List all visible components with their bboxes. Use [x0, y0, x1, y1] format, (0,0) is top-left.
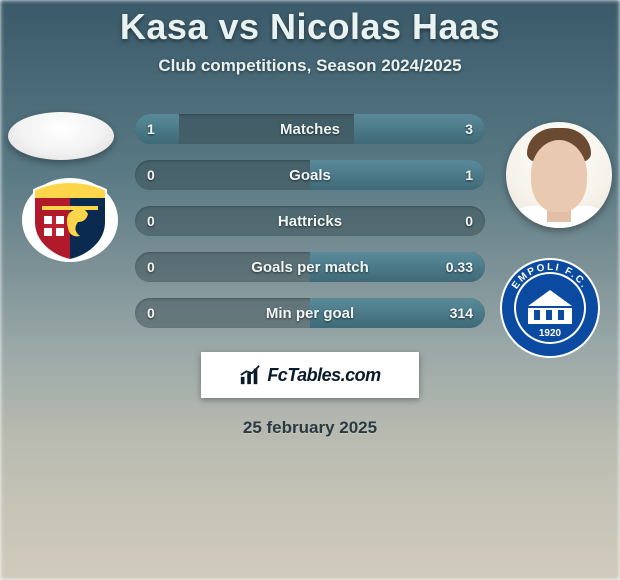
stat-label: Matches — [280, 121, 340, 138]
stat-label: Goals per match — [251, 259, 369, 276]
stat-value-left: 0 — [147, 259, 155, 275]
shield-icon — [20, 176, 120, 264]
subtitle: Club competitions, Season 2024/2025 — [158, 56, 461, 76]
stat-row: 1 Matches 3 — [135, 114, 485, 144]
stat-value-left: 1 — [147, 121, 155, 137]
stat-value-left: 0 — [147, 167, 155, 183]
player-face — [531, 140, 587, 212]
stat-label: Min per goal — [266, 305, 354, 322]
stat-label: Goals — [289, 167, 331, 184]
stat-row: 0 Goals per match 0.33 — [135, 252, 485, 282]
stat-row: 0 Hattricks 0 — [135, 206, 485, 236]
stat-value-left: 0 — [147, 305, 155, 321]
stat-value-left: 0 — [147, 213, 155, 229]
club-left-crest — [20, 176, 120, 264]
stat-value-right: 1 — [465, 167, 473, 183]
stat-value-right: 314 — [450, 305, 473, 321]
page-title: Kasa vs Nicolas Haas — [120, 6, 500, 48]
source-logo-text: FcTables.com — [267, 365, 380, 386]
stat-row: 0 Min per goal 314 — [135, 298, 485, 328]
stat-value-right: 0 — [465, 213, 473, 229]
player-right-photo — [506, 122, 612, 228]
stat-fill-right — [310, 160, 485, 190]
stat-value-right: 3 — [465, 121, 473, 137]
stat-value-right: 0.33 — [446, 259, 473, 275]
crest-year: 1920 — [539, 328, 562, 339]
stat-fill-left — [135, 114, 179, 144]
bar-chart-icon — [239, 364, 261, 386]
stats-container: 1 Matches 3 0 Goals 1 0 Hattricks 0 0 Goals per ma… — [135, 114, 485, 328]
round-crest-icon: EMPOLI F.C. 1920 — [498, 256, 602, 360]
club-right-crest: EMPOLI F.C. 1920 — [498, 256, 602, 360]
player-left-photo — [8, 112, 114, 160]
comparison-card: Kasa vs Nicolas Haas Club competitions, … — [0, 0, 620, 580]
stat-label: Hattricks — [278, 213, 342, 230]
source-logo[interactable]: FcTables.com — [201, 352, 419, 398]
stat-row: 0 Goals 1 — [135, 160, 485, 190]
date: 25 february 2025 — [243, 418, 377, 438]
